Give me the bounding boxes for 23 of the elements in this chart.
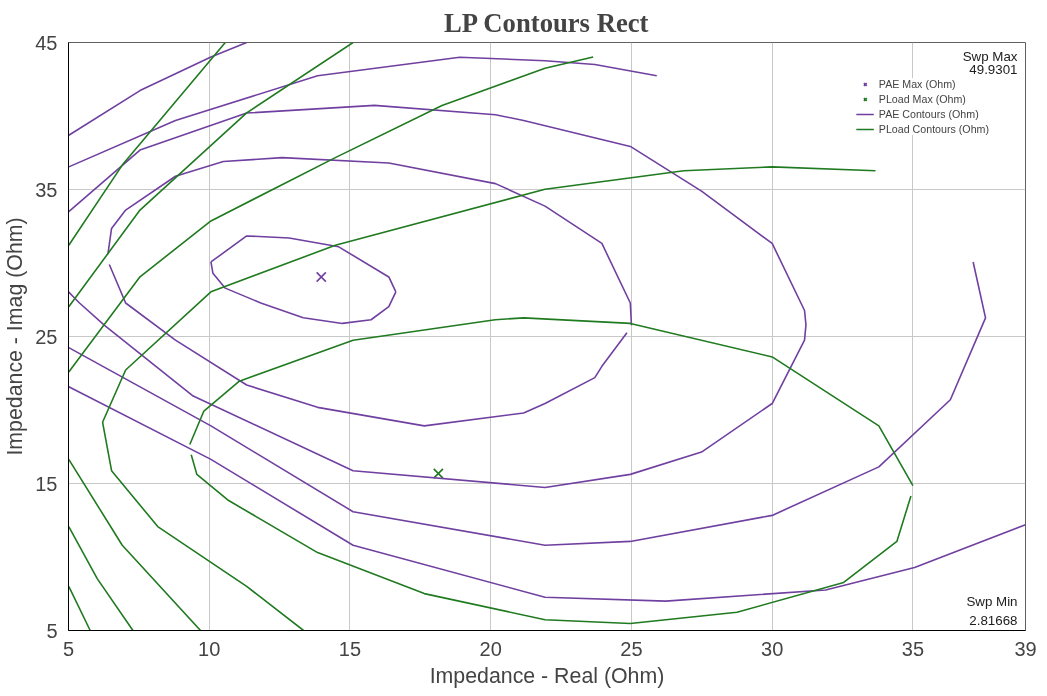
y-tick-label: 5: [46, 619, 58, 642]
x-tick-label: 10: [198, 637, 221, 660]
x-tick-label: 39: [1014, 637, 1037, 660]
annotation: 2.81668: [969, 612, 1018, 628]
annotation: Swp Min: [966, 593, 1018, 609]
y-tick-label: 15: [35, 472, 58, 495]
y-axis-title: Impedance - Imag (Ohm): [3, 217, 28, 456]
y-tick-label: 45: [35, 31, 58, 54]
x-tick-label: 20: [479, 637, 502, 660]
x-tick-label: 35: [901, 637, 925, 660]
legend-label: PAE Max (Ohm): [878, 78, 956, 90]
y-tick-label: 35: [35, 178, 58, 201]
x-tick-label: 30: [761, 637, 784, 660]
annotation: Swp Max: [962, 48, 1018, 64]
chart-title: LP Contours Rect: [444, 7, 649, 38]
legend-label: PLoad Contours (Ohm): [878, 123, 989, 135]
legend-label: PLoad Max (Ohm): [878, 93, 966, 105]
x-tick-label: 25: [620, 637, 643, 660]
x-tick-label: 5: [62, 637, 75, 660]
y-tick-label: 25: [35, 325, 58, 348]
legend-label: PAE Contours (Ohm): [878, 108, 979, 120]
x-axis-title: Impedance - Real (Ohm): [429, 663, 665, 688]
x-tick-label: 15: [338, 637, 362, 660]
